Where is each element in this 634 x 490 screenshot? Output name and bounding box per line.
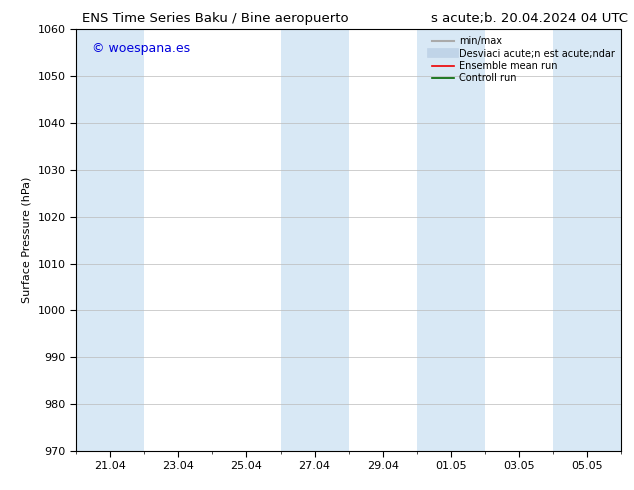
Text: s acute;b. 20.04.2024 04 UTC: s acute;b. 20.04.2024 04 UTC: [430, 12, 628, 25]
Bar: [417, 29, 485, 451]
Text: © woespana.es: © woespana.es: [93, 42, 191, 55]
Bar: [76, 29, 144, 451]
Bar: [553, 29, 621, 451]
Y-axis label: Surface Pressure (hPa): Surface Pressure (hPa): [22, 177, 32, 303]
Legend: min/max, Desviaci acute;n est acute;ndar, Ensemble mean run, Controll run: min/max, Desviaci acute;n est acute;ndar…: [430, 34, 616, 85]
Text: ENS Time Series Baku / Bine aeropuerto: ENS Time Series Baku / Bine aeropuerto: [82, 12, 349, 25]
Bar: [280, 29, 349, 451]
